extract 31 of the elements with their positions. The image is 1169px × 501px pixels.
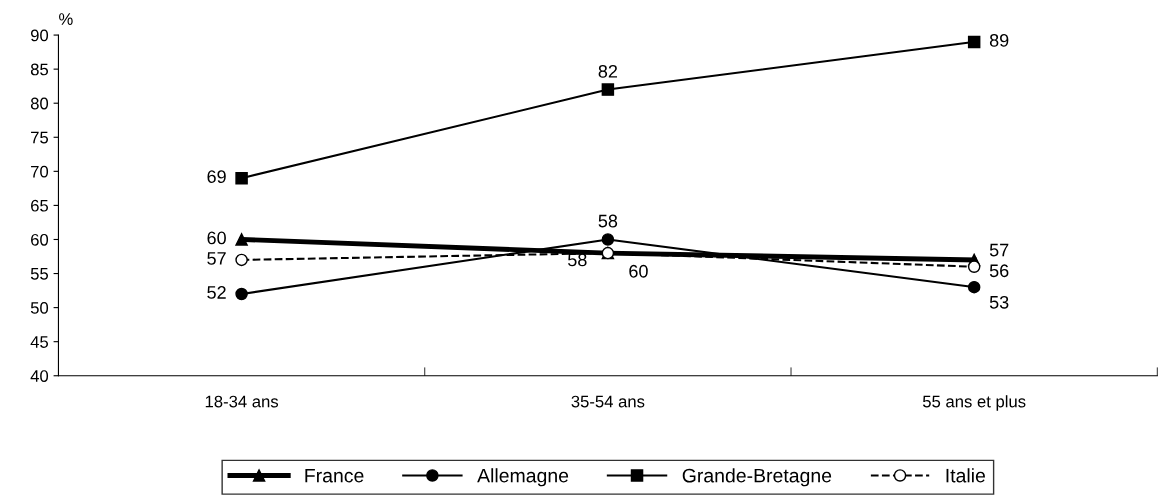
y-tick-label: 80 <box>30 97 49 110</box>
data-label: 57 <box>207 252 226 265</box>
data-label: 89 <box>989 33 1009 47</box>
data-label: 58 <box>568 253 587 267</box>
legend-label: Allemagne <box>477 468 569 487</box>
data-label: 53 <box>989 295 1009 309</box>
y-tick-label: 90 <box>30 29 49 42</box>
x-tick-label: 35-54 ans <box>571 395 645 408</box>
data-label: 60 <box>207 231 226 245</box>
y-tick-label: 40 <box>30 370 49 382</box>
data-label: 60 <box>629 264 648 278</box>
y-tick-label: 75 <box>31 131 49 144</box>
x-tick-label: 18-34 ans <box>205 395 279 408</box>
y-axis-title: % <box>59 13 73 25</box>
x-tick-label: 55 ans et plus <box>922 395 1026 411</box>
y-tick-label: 55 <box>30 268 49 280</box>
data-label: 57 <box>989 243 1009 257</box>
y-tick-label: 65 <box>31 199 49 212</box>
data-label: 56 <box>989 264 1009 278</box>
data-label: 58 <box>598 214 618 228</box>
y-tick-label: 70 <box>31 165 49 178</box>
y-tick-label: 50 <box>30 302 49 314</box>
data-label: 69 <box>207 170 226 183</box>
data-label: 52 <box>207 286 226 299</box>
data-label: 82 <box>598 64 618 78</box>
legend-label: Grande-Bretagne <box>682 468 832 487</box>
legend-label: Italie <box>946 468 985 483</box>
y-tick-label: 60 <box>31 233 49 246</box>
legend-label: France <box>305 468 364 483</box>
y-tick-label: 85 <box>30 63 49 76</box>
y-tick-label: 45 <box>30 336 49 348</box>
